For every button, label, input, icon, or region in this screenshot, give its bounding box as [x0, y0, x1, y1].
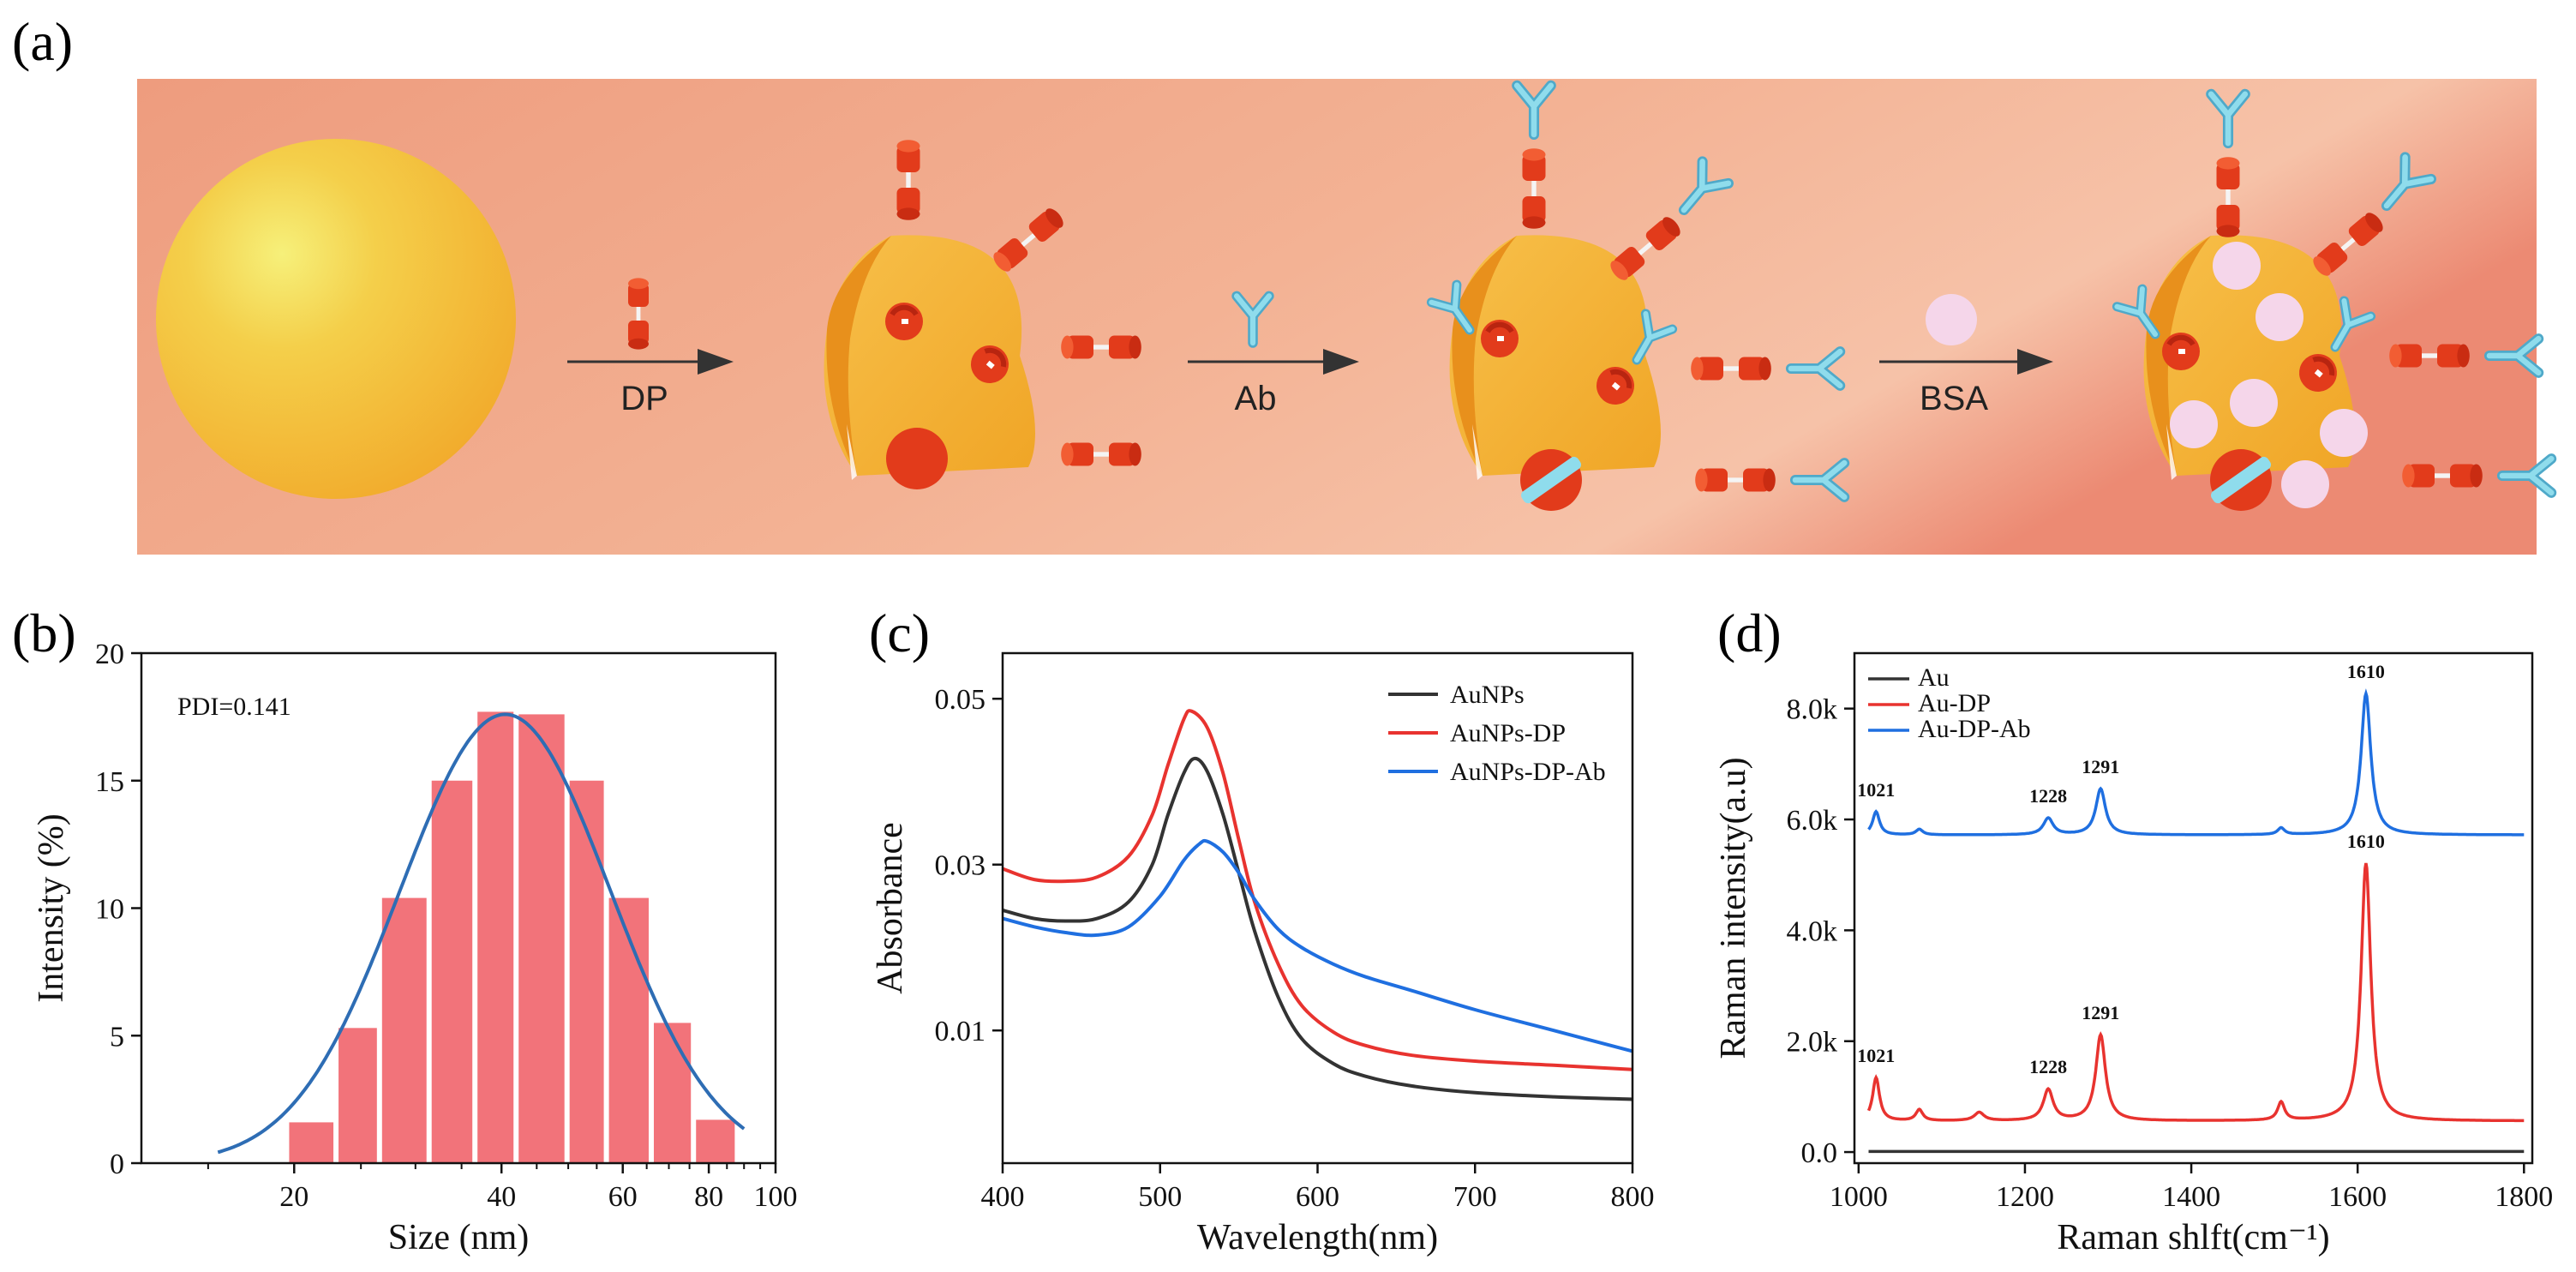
peak-label-4: 1610 — [2347, 661, 2385, 682]
y-axis-label: Absorbance — [871, 822, 910, 994]
x-tick-label: 700 — [1453, 1181, 1497, 1213]
histogram-bar-9 — [653, 1023, 692, 1163]
x-tick-label: 1600 — [2328, 1181, 2387, 1213]
chart-b-size-distribution: 20 40 60 80 100 0 5 10 15 20 Size (nm) Intensity (%… — [32, 639, 798, 1257]
peak-label-6: 1228 — [2029, 1056, 2067, 1077]
au-dp-ab-bsa-particle — [2117, 94, 2551, 511]
x-axis-label: Size (nm) — [388, 1218, 529, 1257]
panel-label-d: (d) — [1717, 603, 1782, 663]
histogram-bar-2 — [338, 1028, 377, 1163]
y-tick-label: 10 — [95, 894, 124, 926]
y-tick-label: 2.0k — [1787, 1027, 1838, 1059]
y-tick-label: 4.0k — [1787, 915, 1838, 947]
legend-label-3: Au-DP-Ab — [1918, 715, 2031, 743]
legend-label-1: Au — [1918, 663, 1950, 692]
x-tick-label: 1800 — [2495, 1181, 2553, 1213]
step-arrow-dp: DP — [567, 278, 734, 417]
y-tick-label: 0 — [110, 1149, 124, 1180]
peak-label-8: 1610 — [2347, 831, 2385, 852]
series-line-aunps — [1002, 756, 1633, 1101]
y-axis-label: Intensity (%) — [32, 813, 71, 1002]
y-tick-label: 5 — [110, 1021, 124, 1053]
panel-label-c: (c) — [869, 603, 930, 663]
legend-label-1: AuNPs — [1450, 681, 1525, 709]
gold-nanoparticle — [156, 139, 516, 499]
x-tick-label: 500 — [1138, 1181, 1182, 1213]
histogram-bar-7 — [569, 780, 604, 1163]
schematic-panel: DP Ab — [137, 79, 2551, 555]
series-line-aunps-dp-ab — [1002, 838, 1633, 1053]
step-label-bsa: BSA — [1920, 380, 1988, 417]
histogram-bar-6 — [518, 714, 565, 1163]
y-axis-label: Raman intensity(a.u) — [1714, 757, 1753, 1059]
step-arrow-ab: Ab — [1188, 296, 1359, 417]
gaussian-fit-line — [217, 712, 746, 1155]
chart-d-raman: 1021 1228 1291 1610 1021 1228 1291 1610 1000 1200… — [1714, 651, 2553, 1257]
step-label-dp: DP — [620, 380, 668, 417]
histogram-bar-4 — [431, 780, 473, 1163]
peak-label-2: 1228 — [2029, 785, 2067, 807]
x-tick-label: 60 — [608, 1181, 638, 1213]
x-tick-label: 600 — [1296, 1181, 1339, 1213]
series-line-au-dp — [1866, 862, 2525, 1123]
legend-label-2: AuNPs-DP — [1450, 719, 1566, 747]
peak-label-5: 1021 — [1857, 1045, 1895, 1066]
panel-label-a: (a) — [12, 11, 73, 72]
y-tick-label: 8.0k — [1787, 694, 1838, 726]
y-tick-label: 0.01 — [935, 1016, 986, 1047]
plot-frame — [1853, 651, 2534, 1165]
x-axis-label: Raman shlft(cm⁻¹) — [2057, 1218, 2329, 1257]
au-dp-particle — [824, 140, 1141, 489]
y-tick-label: 0.0 — [1801, 1137, 1838, 1169]
chart-c-uv-vis: 400 500 600 700 800 0.01 0.03 0.05 Wavelength(nm… — [871, 651, 1655, 1257]
peak-label-1: 1021 — [1857, 779, 1895, 801]
pdi-annotation: PDI=0.141 — [177, 693, 291, 721]
x-tick-label: 1200 — [1996, 1181, 2054, 1213]
legend-label-3: AuNPs-DP-Ab — [1450, 758, 1606, 786]
step-label-ab: Ab — [1235, 380, 1277, 417]
x-tick-label: 40 — [487, 1181, 516, 1213]
x-tick-label: 1000 — [1830, 1181, 1888, 1213]
series-line-au-dp-ab — [1867, 688, 2525, 837]
y-tick-label: 15 — [95, 766, 124, 798]
x-tick-label: 80 — [694, 1181, 723, 1213]
step-arrow-bsa: BSA — [1879, 294, 2053, 417]
x-tick-label: 400 — [981, 1181, 1025, 1213]
series-line-aunps-dp — [1002, 709, 1633, 1071]
histogram-bar-10 — [696, 1119, 735, 1163]
histogram-bar-5 — [477, 711, 514, 1163]
x-tick-label: 1400 — [2162, 1181, 2220, 1213]
y-tick-label: 0.05 — [935, 684, 986, 716]
histogram-bar-3 — [381, 897, 427, 1163]
bsa-icon — [1926, 294, 1977, 345]
peak-label-3: 1291 — [2082, 756, 2119, 777]
x-axis-label: Wavelength(nm) — [1197, 1218, 1438, 1257]
x-tick-label: 20 — [279, 1181, 309, 1213]
x-tick-label: 100 — [754, 1181, 798, 1213]
y-tick-label: 6.0k — [1787, 805, 1838, 837]
y-tick-label: 0.03 — [935, 850, 986, 882]
y-tick-label: 20 — [95, 639, 124, 670]
au-dp-ab-particle — [1431, 86, 1844, 511]
peak-label-7: 1291 — [2082, 1002, 2119, 1023]
legend-label-2: Au-DP — [1918, 689, 1991, 717]
histogram-bar-1 — [289, 1122, 334, 1163]
panel-label-b: (b) — [12, 603, 76, 663]
x-tick-label: 800 — [1611, 1181, 1655, 1213]
